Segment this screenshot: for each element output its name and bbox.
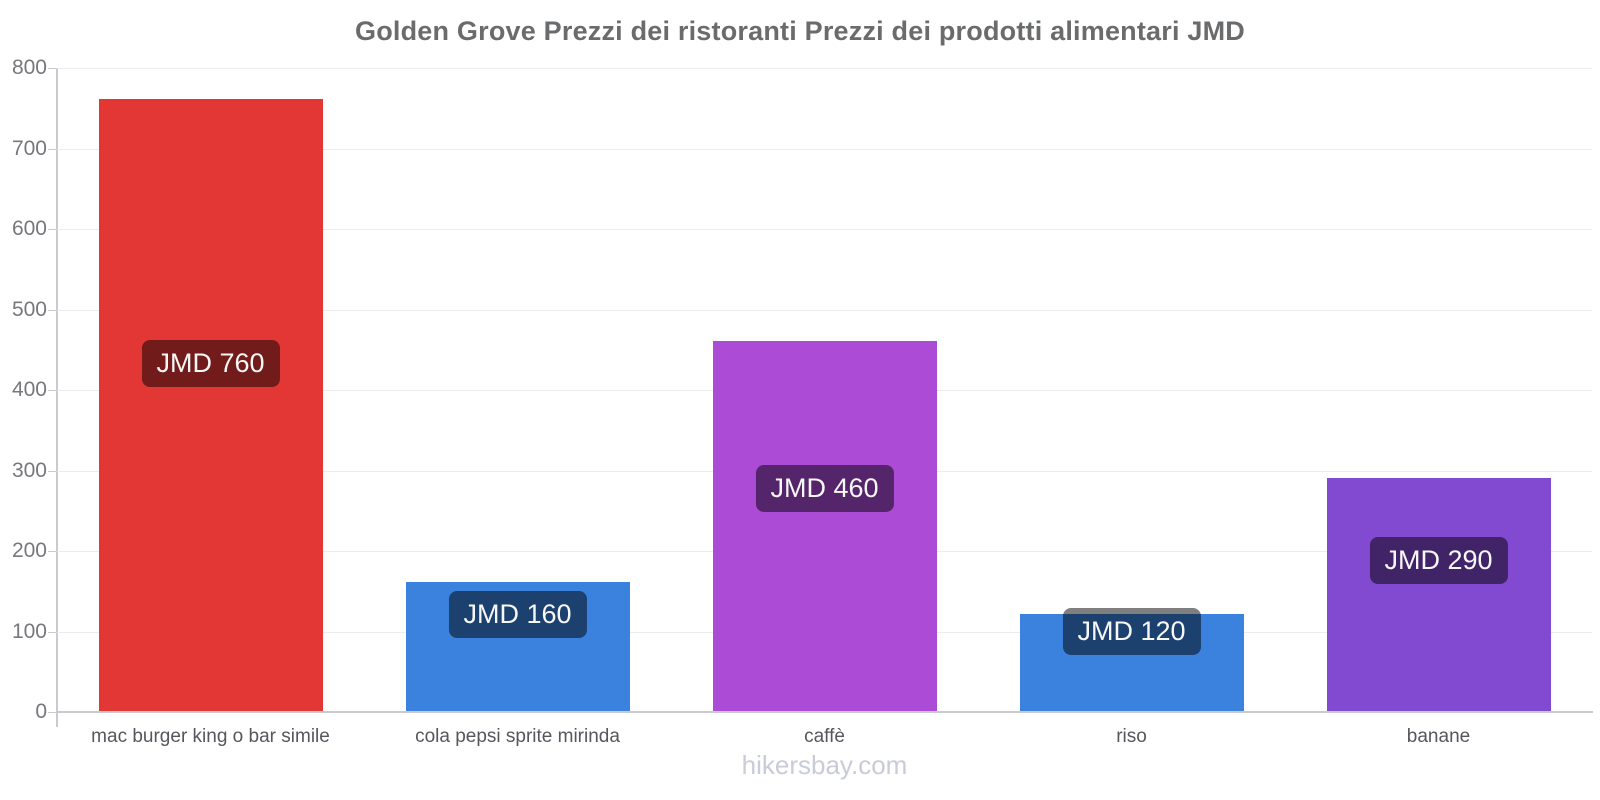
category-label: riso (1116, 726, 1147, 747)
y-tick-mark (48, 148, 57, 150)
category-label: banane (1406, 726, 1471, 747)
gridline (57, 148, 1592, 150)
watermark: hikersbay.com (741, 750, 908, 780)
y-tick-label: 100 (11, 619, 47, 643)
value-badge: JMD 460 (755, 465, 894, 513)
y-tick-mark (48, 631, 57, 633)
value-badge: JMD 290 (1369, 536, 1508, 584)
y-tick-mark (48, 309, 57, 311)
gridline (57, 309, 1592, 311)
y-tick-mark (48, 470, 57, 472)
value-badge: JMD 760 (141, 339, 280, 387)
gridline (57, 229, 1592, 230)
y-tick-label: 200 (11, 539, 47, 562)
y-tick-label: 400 (11, 378, 47, 401)
category-label: caffè (804, 726, 845, 747)
category-label: cola pepsi sprite mirinda (415, 726, 620, 747)
y-tick-label: 300 (11, 458, 47, 482)
y-tick-mark (48, 68, 57, 69)
y-tick-label: 700 (11, 136, 47, 160)
x-axis-line (56, 711, 1593, 713)
y-tick-label: 600 (11, 217, 47, 240)
y-tick-mark (48, 551, 57, 552)
value-badge: JMD 160 (448, 591, 587, 639)
category-label: mac burger king o bar simile (91, 726, 330, 747)
chart-title: Golden Grove Prezzi dei ristoranti Prezz… (355, 16, 1245, 46)
y-tick-mark (48, 390, 57, 391)
plot-area: 0 100 200 300 400 500 600 700 800 JMD 760 mac burg… (12, 56, 1593, 747)
y-tick-label: 800 (11, 56, 47, 79)
y-tick-label: 500 (11, 297, 47, 321)
y-tick-mark (48, 712, 57, 713)
y-tick-mark (48, 229, 57, 230)
bar (712, 340, 937, 711)
y-axis-line (56, 68, 58, 727)
y-tick-label: 0 (35, 700, 47, 723)
bar (1326, 477, 1551, 711)
bar (98, 99, 323, 711)
gridline (57, 68, 1592, 69)
value-badge: JMD 120 (1062, 607, 1201, 655)
